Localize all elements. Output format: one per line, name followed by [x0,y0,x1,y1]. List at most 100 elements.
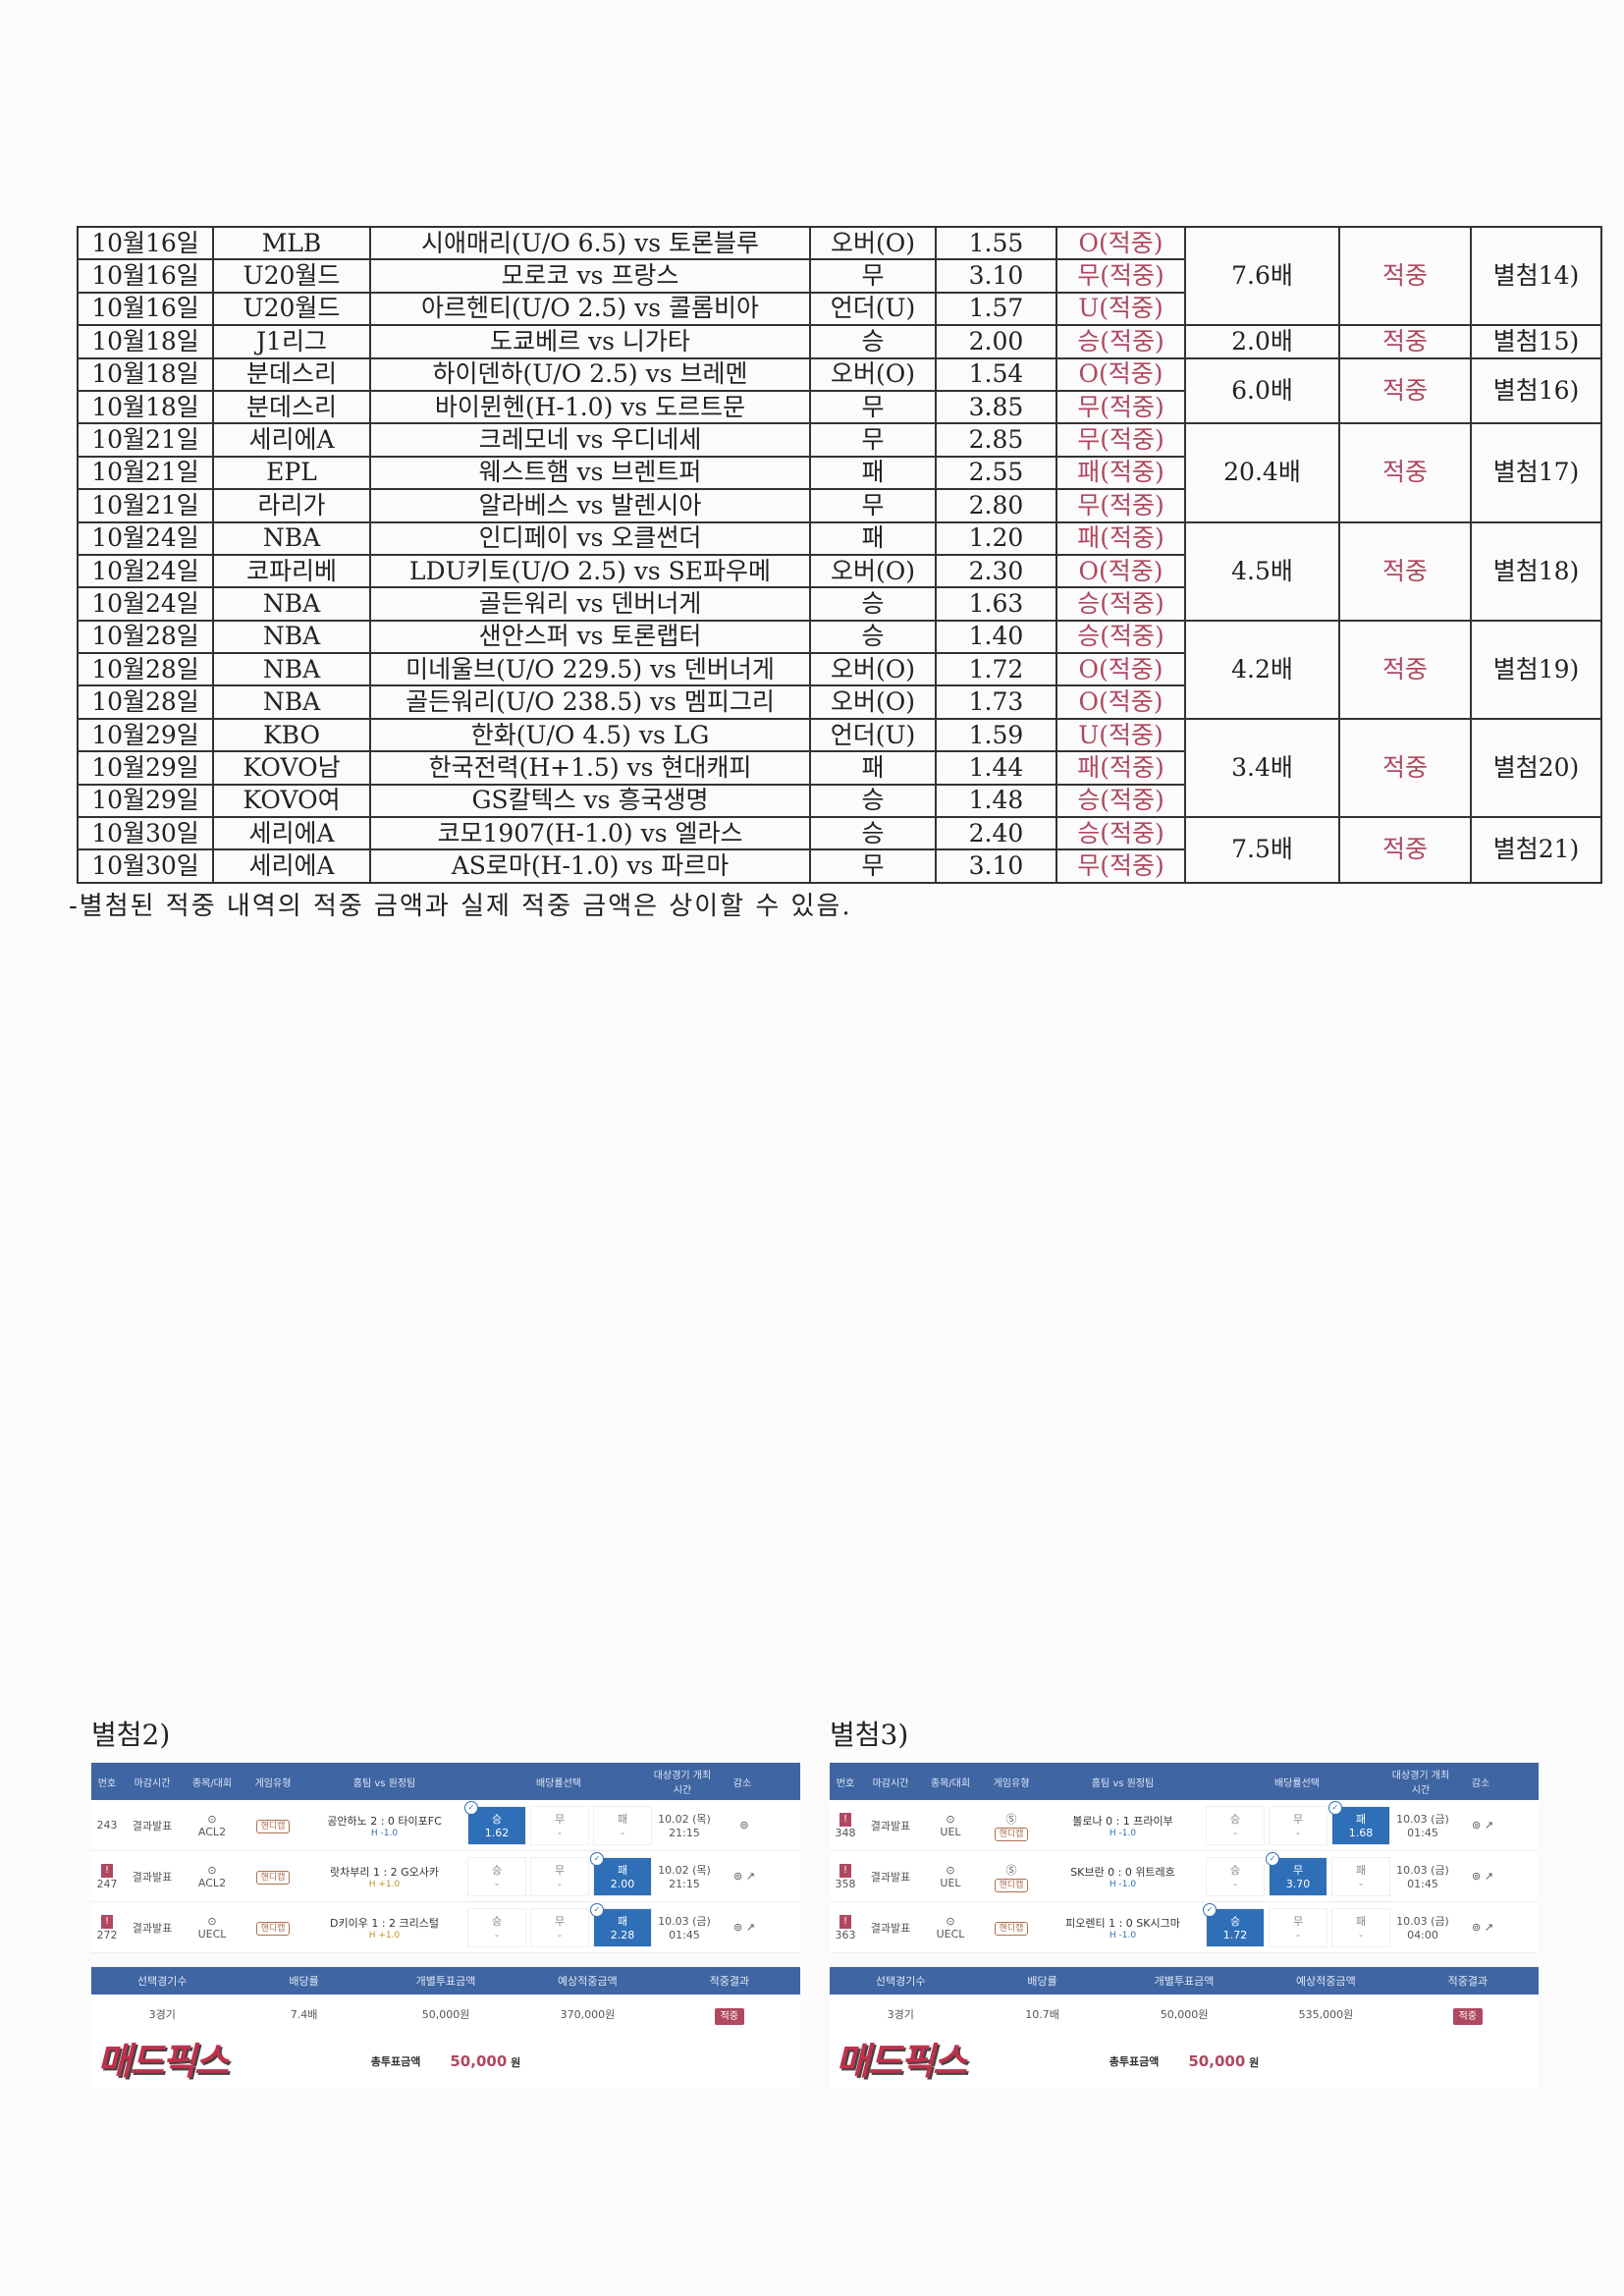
bet-number: ! 272 [91,1914,123,1941]
odds-option[interactable]: 무- [530,1856,589,1896]
soccer-ball-icon: ⊙ [946,1914,955,1928]
game-type-badge: 핸디캡 [255,1922,291,1936]
odds-value: - [558,1827,562,1839]
table-row: 10월21일 세리에A 크레모네 vs 우디네세 무 2.85 무(적중) 20.4배 적중 별… [77,422,1602,523]
match-time: 10.02 (목) 21:15 [654,1811,715,1839]
odds-option[interactable]: 무- [1269,1805,1327,1845]
summary-odds: 7.4배 [233,2006,374,2022]
bet-no: 243 [96,1819,118,1831]
cell-pick: 승 [809,619,937,655]
trend-chart-icon[interactable]: ↗ [1484,1870,1493,1883]
location-pin-icon[interactable]: ⊚ [1472,1819,1485,1831]
location-pin-icon[interactable]: ⊚ [733,1921,746,1934]
summary-header: 선택경기수 배당률 개별투표금액 예상적중금액 적중결과 [830,1967,1539,1995]
attachment-label: 별첨3) [830,1719,909,1751]
cell-date: 10월24일 [77,520,214,556]
summary-stake: 50,000원 [375,2006,516,2022]
location-pin-icon[interactable]: ⊚ [739,1819,749,1831]
trend-chart-icon[interactable]: ↗ [1484,1819,1493,1831]
summary-count: 3경기 [91,2006,233,2022]
cell-date: 10월21일 [77,488,214,523]
table-row: 10월16일 MLB 시애매리(U/O 6.5) vs 토론블루 오버(O) 1.55 O… [77,225,1602,327]
header-cell: 종목/대회 [930,1777,971,1789]
odds-option[interactable]: 무- [530,1907,589,1947]
disclaimer-note: -별첨된 적중 내역의 적중 금액과 실제 적중 금액은 상이할 수 있음. [69,892,852,921]
location-pin-icon[interactable]: ⊚ [733,1870,746,1883]
status: 결과발표 [132,1870,173,1884]
trend-chart-icon[interactable]: ↗ [745,1870,755,1883]
cell-odds: 2.55 [935,455,1057,491]
odds-label: 무 [1292,1813,1304,1826]
cell-pick-result: 무(적중) [1056,258,1186,294]
odds-option[interactable]: 승- [1206,1856,1265,1896]
summary-header: 선택경기수 배당률 개별투표금액 예상적중금액 적중결과 [91,1967,800,1995]
cell-pick: 패 [809,750,937,786]
trend-chart-icon[interactable]: ↗ [745,1921,755,1934]
actions[interactable]: ⊚ ↗ [1453,1819,1512,1831]
match-time: 10.03 (금) 01:45 [654,1913,715,1941]
cell-match: 알라베스 vs 발렌시아 [369,488,811,523]
league: ⊙ UEL [920,1864,981,1889]
table-row: 10월16일 U20월드 아르헨티(U/O 2.5) vs 콜롬비아 언더(U) 1.5… [77,291,1601,327]
header-cell: 마감시간 [134,1777,171,1789]
odds-option[interactable]: 무3.70 [1266,1851,1327,1896]
location-pin-icon[interactable]: ⊚ [1472,1870,1485,1883]
odds-option[interactable]: 패2.28 [590,1902,652,1947]
cell-match: LDU키토(U/O 2.5) vs SE파우메 [369,553,811,589]
location-pin-icon[interactable]: ⊚ [1472,1921,1485,1934]
header-cell: 감소 [732,1777,752,1789]
odds-option[interactable]: 승1.72 [1203,1902,1265,1947]
actions[interactable]: ⊚ ↗ [1453,1870,1512,1883]
actions[interactable]: ⊚ [715,1819,774,1831]
cell-pick: 오버(O) [809,652,937,687]
odds-option[interactable]: 승1.62 [464,1800,526,1845]
match-score: D키이우 1 : 2 크리스털 [330,1916,439,1930]
odds-option[interactable]: 무- [530,1805,589,1845]
cell-pick: 패 [809,455,937,491]
summary-stake-value: 50,000원 [1160,2008,1209,2021]
league-name: UEL [940,1876,961,1889]
cell-date: 10월29일 [77,783,214,819]
header-cell: 종목/대회 [191,1777,233,1789]
table-row: 10월21일 EPL 웨스트햄 vs 브렌트퍼 패 2.55 패(적중) [77,455,1601,491]
table-row: 10월24일 NBA 골든워리 vs 덴버너게 승 1.63 승(적중) [77,586,1601,622]
bet-row: ! 348 결과발표 ⊙ UEL Ⓢ 핸디캡 볼로나 0 : 1 프라이부 H -1.0 승 - 무 -… [830,1800,1539,1851]
cell-attachment-ref: 별첨14) [1470,225,1602,327]
odds-option[interactable]: 패- [1331,1856,1390,1896]
cell-pick-result: 승(적중) [1056,816,1186,851]
cell-odds: 2.85 [935,422,1057,458]
odds-option[interactable]: 패- [593,1805,652,1845]
odds-option[interactable]: 승- [1206,1805,1265,1845]
date: 10.03 (금) [1396,1915,1449,1928]
odds-option[interactable]: 승- [467,1907,526,1947]
match: 공안하노 2 : 0 타이포FC H -1.0 [303,1813,465,1838]
header-cell: 게임유형 [254,1777,292,1789]
total-stake: 매드픽스 총투표금액 50,000 원 [91,2034,800,2089]
cell-attachment-ref: 별첨17) [1470,422,1602,523]
game-type: 핸디캡 [243,1921,303,1936]
cell-league: EPL [212,455,371,491]
actions[interactable]: ⊚ ↗ [715,1870,774,1883]
soccer-ball-icon: ⊙ [207,1812,217,1826]
odds-label: 승 [491,1915,503,1928]
cell-odds: 1.72 [935,652,1057,687]
summary-header-cell: 선택경기수 [875,1975,926,1988]
status: 결과발표 [870,1921,911,1935]
match-time: 10.03 (금) 01:45 [1392,1862,1453,1890]
odds-option[interactable]: 무- [1269,1907,1327,1947]
odds-option[interactable]: 패- [1331,1907,1390,1947]
odds-option[interactable]: 패1.68 [1328,1800,1390,1845]
actions[interactable]: ⊚ ↗ [715,1921,774,1934]
cell-pick: 무 [809,258,937,294]
odds-option[interactable]: 패2.00 [590,1851,652,1896]
cell-pick-result: U(적중) [1056,291,1186,327]
odds-option[interactable]: 승- [467,1856,526,1896]
warning-icon: ! [839,1914,851,1929]
cell-date: 10월28일 [77,684,214,720]
trend-chart-icon[interactable]: ↗ [1484,1921,1493,1934]
soccer-ball-icon: ⊙ [207,1863,217,1877]
table-row: 10월21일 라리가 알라베스 vs 발렌시아 무 2.80 무(적중) [77,488,1601,523]
odds-value: - [558,1878,562,1890]
actions[interactable]: ⊚ ↗ [1453,1921,1512,1934]
slip-header: 번호 마감시간 종목/대회 게임유형 홈팀 vs 원정팀 배당률선택 대상경기 개최시간 감소 [830,1763,1539,1800]
